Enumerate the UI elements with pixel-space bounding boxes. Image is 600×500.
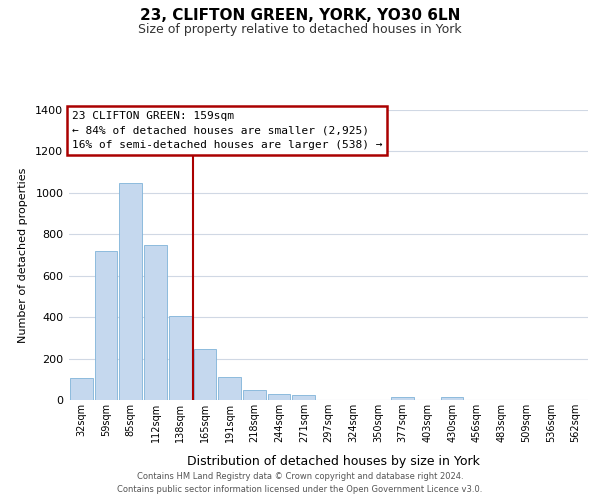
Bar xyxy=(218,377,241,400)
Text: 23, CLIFTON GREEN, YORK, YO30 6LN: 23, CLIFTON GREEN, YORK, YO30 6LN xyxy=(140,8,460,22)
Y-axis label: Number of detached properties: Number of detached properties xyxy=(19,168,28,342)
Bar xyxy=(441,397,463,400)
Text: Contains HM Land Registry data © Crown copyright and database right 2024.
Contai: Contains HM Land Registry data © Crown c… xyxy=(118,472,482,494)
Bar xyxy=(391,397,414,400)
Bar xyxy=(169,316,191,400)
Bar xyxy=(292,396,315,400)
Text: Distribution of detached houses by size in York: Distribution of detached houses by size … xyxy=(187,454,479,468)
Bar xyxy=(194,349,216,400)
Bar xyxy=(95,251,118,400)
Bar xyxy=(268,394,290,400)
Bar xyxy=(119,182,142,400)
Text: Size of property relative to detached houses in York: Size of property relative to detached ho… xyxy=(138,22,462,36)
Bar xyxy=(70,378,93,400)
Text: 23 CLIFTON GREEN: 159sqm
← 84% of detached houses are smaller (2,925)
16% of sem: 23 CLIFTON GREEN: 159sqm ← 84% of detach… xyxy=(71,112,382,150)
Bar xyxy=(243,390,266,400)
Bar xyxy=(144,245,167,400)
